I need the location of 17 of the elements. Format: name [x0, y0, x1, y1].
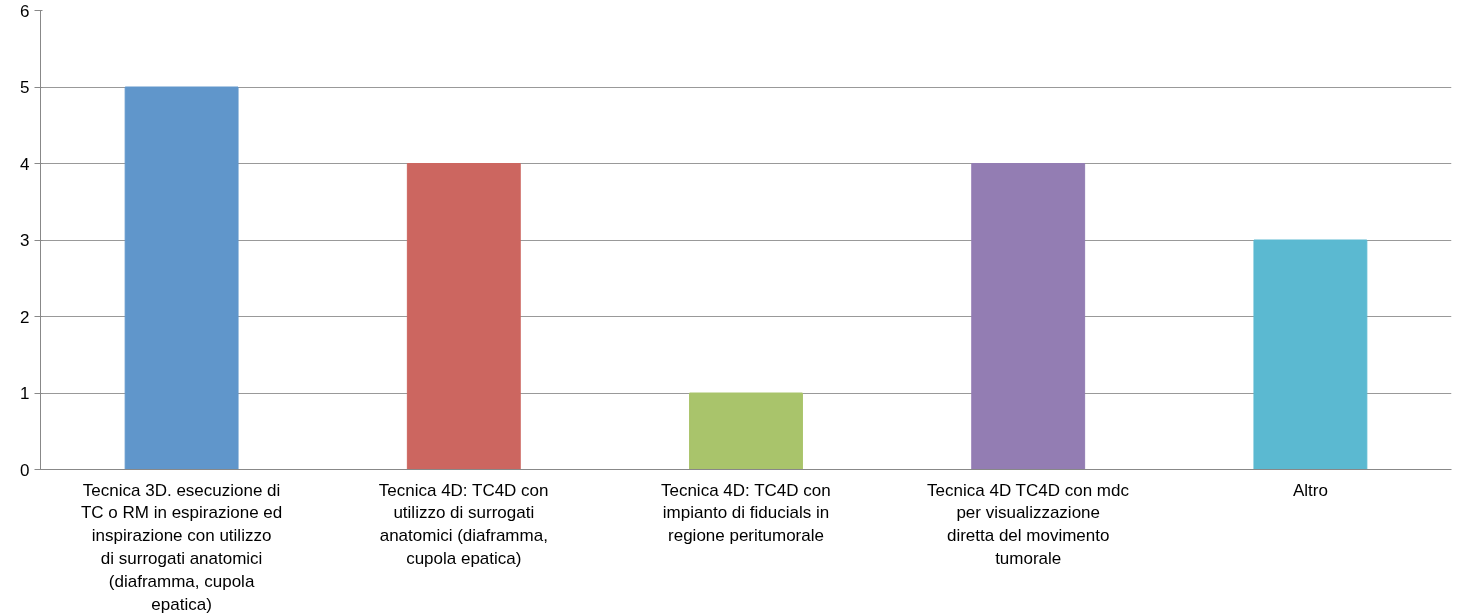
x-tick-label: Tecnica 3D. esecuzione di TC o RM in espirazione ed inspirazione con utilizzo di surrogati anatomici (diaframma, cupola epatica)	[80, 480, 283, 614]
y-tick-label: 5	[20, 78, 30, 97]
x-tick-label: Tecnica 4D: TC4D con impianto di fiducials in regione peritumorale	[660, 480, 831, 546]
y-tick-label: 6	[20, 1, 30, 21]
y-tick-label: 0	[20, 460, 30, 480]
x-tick-label: Tecnica 4D: TC4D con utilizzo di surrogati anatomici (diaframma, cupola epatica)	[378, 480, 549, 568]
bar	[971, 163, 1086, 470]
bar	[124, 86, 239, 470]
bar	[1253, 239, 1368, 470]
y-tick-label: 3	[20, 231, 30, 250]
y-tick-label: 4	[20, 154, 30, 174]
bar	[689, 392, 803, 470]
bar	[406, 163, 521, 470]
x-tick-label: Tecnica 4D TC4D con mdc per visualizzazione diretta del movimento tumorale	[927, 480, 1130, 568]
x-tick-label: Altro	[1292, 480, 1328, 500]
y-tick-label: 2	[20, 307, 30, 327]
y-tick-label: 1	[20, 384, 30, 403]
